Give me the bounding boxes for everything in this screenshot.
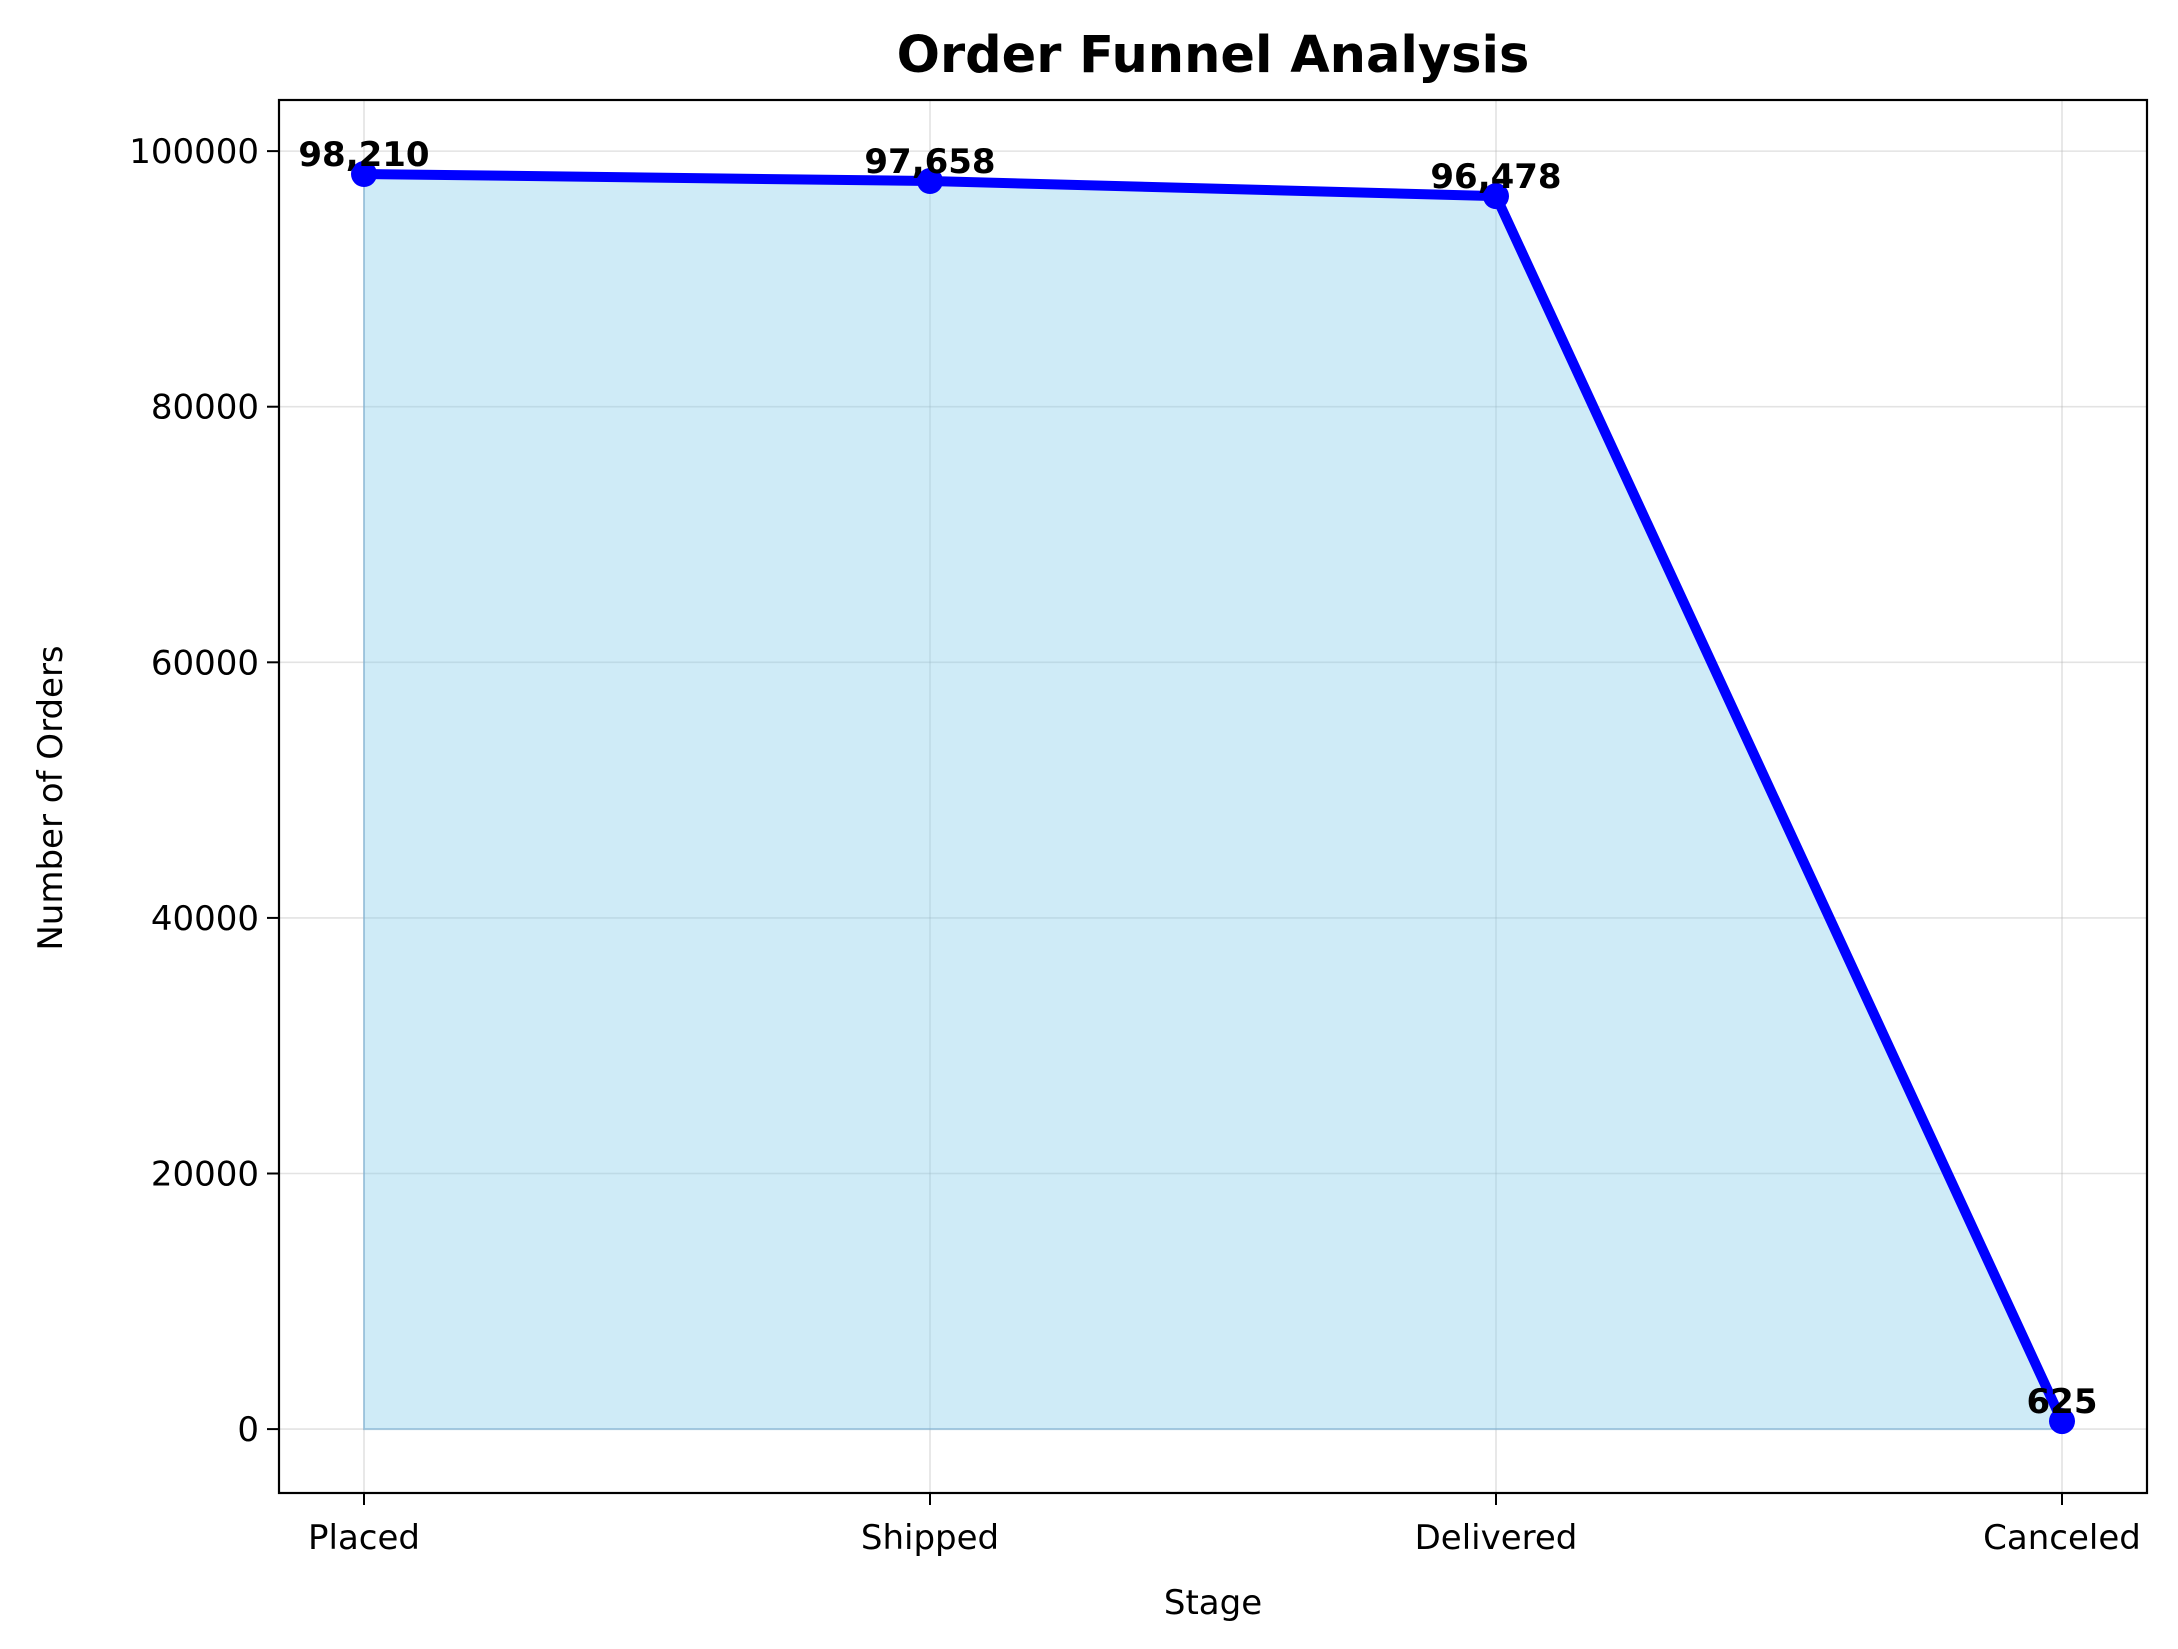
data-label: 625 <box>2027 1382 2098 1422</box>
y-tick-label: 60000 <box>151 643 259 683</box>
series-line <box>359 168 2067 1427</box>
x-tick-label: Placed <box>308 1518 420 1558</box>
y-tick-label: 0 <box>237 1410 259 1450</box>
line-layer <box>359 168 2067 1427</box>
y-tick-label: 20000 <box>151 1155 259 1195</box>
y-axis-label: Number of Orders <box>31 645 71 950</box>
data-point <box>351 160 377 187</box>
data-point <box>1483 183 1509 210</box>
data-label: 96,478 <box>1430 157 1561 197</box>
data-label-layer: 98,210 97,658 96,478 625 <box>298 135 2097 1422</box>
chart-title: Order Funnel Analysis <box>897 26 1530 85</box>
y-tick-label: 100000 <box>129 132 259 172</box>
y-tick-label: 80000 <box>151 388 259 428</box>
data-label: 98,210 <box>298 135 429 175</box>
axes: 0 20000 40000 60000 80000 100000 Placed Shipped… <box>129 98 2149 1558</box>
x-axis-label: Stage <box>1164 1583 1262 1623</box>
x-tick-label: Delivered <box>1415 1518 1578 1558</box>
plot-frame <box>277 98 2149 1495</box>
data-point <box>917 168 943 195</box>
x-tick-label: Canceled <box>1983 1518 2141 1558</box>
x-tick-label: Shipped <box>861 1518 999 1558</box>
grid <box>279 100 2147 1493</box>
marker-layer <box>351 160 2075 1435</box>
y-tick-label: 40000 <box>151 899 259 939</box>
data-label: 97,658 <box>864 142 995 182</box>
data-point <box>2049 1408 2075 1435</box>
